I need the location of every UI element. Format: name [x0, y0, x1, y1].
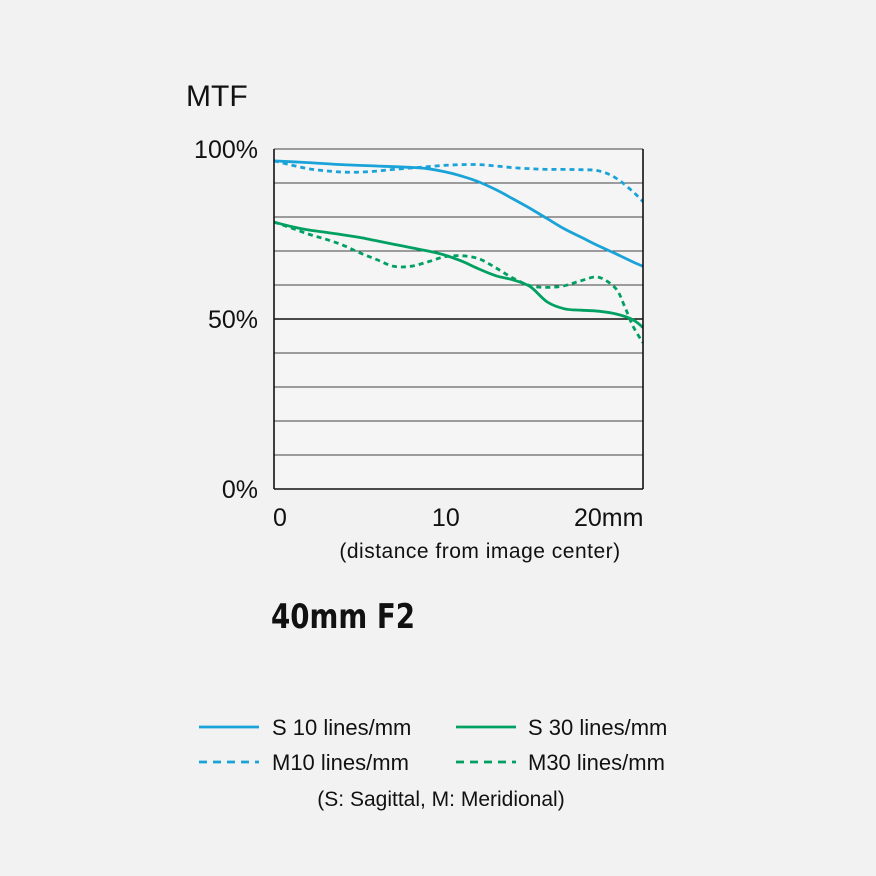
x-tick-labels: 0 10 20mm: [273, 504, 643, 532]
y-tick-labels: 100% 50% 0%: [194, 136, 258, 504]
legend-label: M10 lines/mm: [272, 750, 409, 775]
x-tick-label: 10: [432, 504, 460, 532]
series-line-s-10-lines-mm: [273, 159, 644, 268]
y-tick-label: 0%: [222, 476, 258, 504]
y-tick-label: 50%: [208, 306, 258, 334]
series-line-m10-lines-mm: [273, 159, 644, 203]
legend-label: S 10 lines/mm: [272, 715, 411, 740]
legend-note: (S: Sagittal, M: Meridional): [317, 788, 564, 811]
series-line-s-30-lines-mm: [273, 220, 644, 329]
grid-lines: [274, 149, 643, 489]
chart-title: MTF: [186, 80, 248, 113]
lens-model-title: 40mm F2: [271, 597, 415, 637]
legend: S 10 lines/mm S 30 lines/mm M10 lines/mm M3…: [199, 715, 667, 775]
series-lines: [273, 159, 645, 344]
x-tick-label: 20mm: [574, 504, 643, 532]
x-axis-label: (distance from image center): [339, 540, 620, 563]
plot-frame: [273, 148, 644, 490]
legend-label: M30 lines/mm: [528, 750, 665, 775]
y-tick-label: 100%: [194, 136, 258, 164]
series-line-m30-lines-mm: [273, 220, 645, 344]
legend-label: S 30 lines/mm: [528, 715, 667, 740]
x-tick-label: 0: [273, 504, 287, 532]
